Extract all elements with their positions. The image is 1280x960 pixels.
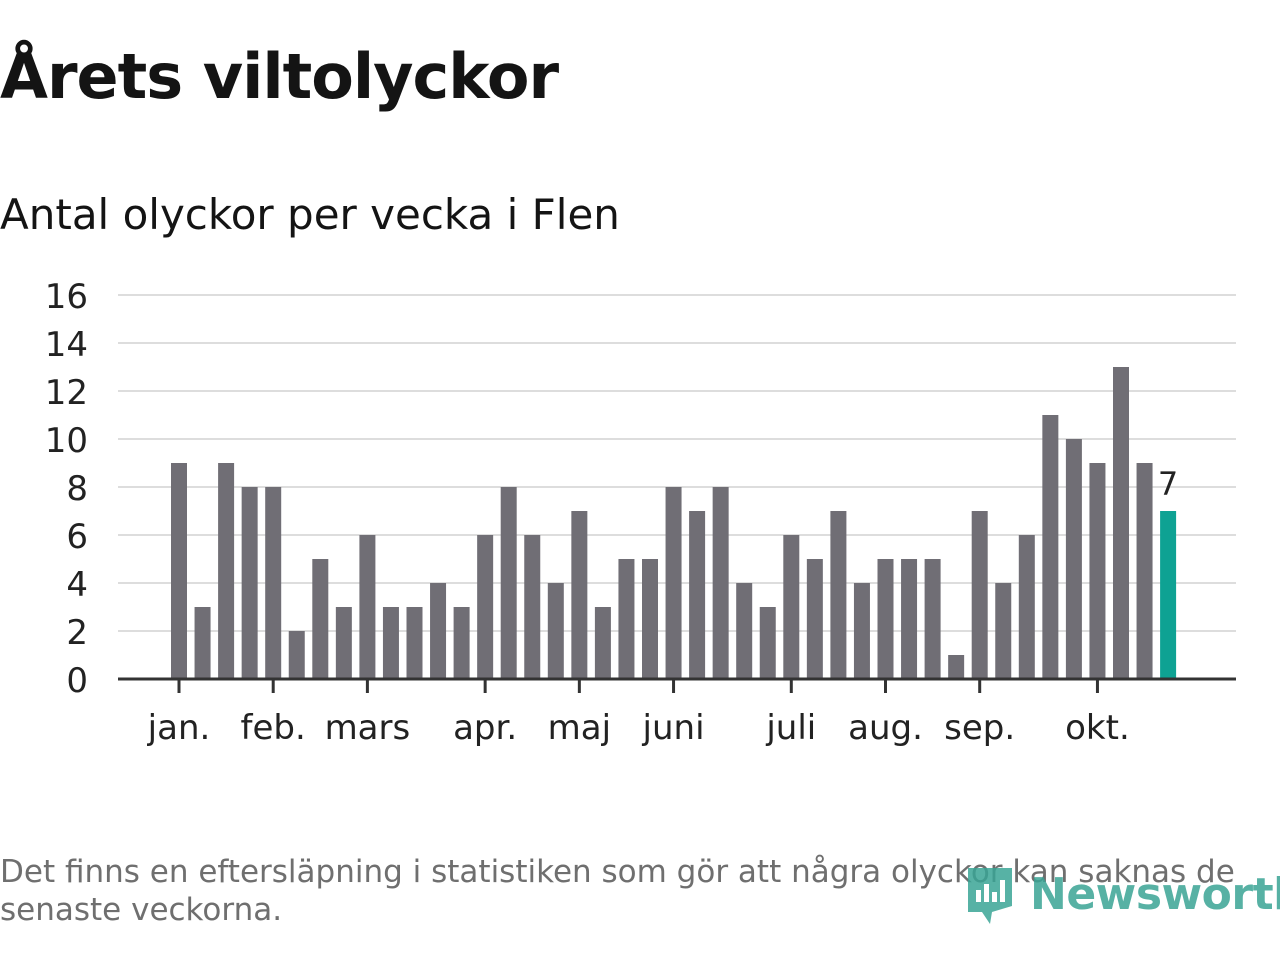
bar: [524, 535, 541, 679]
x-tick-label: aug.: [848, 708, 923, 748]
bar: [1042, 415, 1059, 679]
bar: [853, 583, 870, 679]
x-tick-label: mars: [325, 708, 411, 748]
bar: [194, 607, 211, 679]
bar: [948, 655, 965, 679]
bar: [406, 607, 423, 679]
bar: [877, 559, 894, 679]
chart-subtitle: Antal olyckor per vecka i Flen: [0, 190, 620, 239]
bar: [547, 583, 564, 679]
bar: [430, 583, 447, 679]
bar: [241, 487, 258, 679]
bar: [665, 487, 682, 679]
x-tick-label: sep.: [944, 708, 1015, 748]
x-tick-label: juli: [765, 708, 816, 748]
newsworthy-logo-text: Newsworthy: [1030, 868, 1280, 920]
bar: [1089, 463, 1106, 679]
bars: [171, 367, 1177, 679]
bar: [1113, 367, 1129, 679]
bar: [901, 559, 918, 679]
bar: [171, 463, 187, 679]
x-tick-label: okt.: [1065, 708, 1130, 748]
footnote: Det finns en eftersläpning i statistiken…: [0, 854, 1235, 928]
bar: [806, 559, 823, 679]
bar: [218, 463, 235, 679]
bar: [594, 607, 611, 679]
y-tick-label: 16: [45, 277, 88, 317]
chart-title: Årets viltolyckor: [0, 40, 559, 113]
bar: [759, 607, 776, 679]
y-tick-label: 14: [45, 325, 88, 365]
bar: [830, 511, 847, 679]
x-tick-label: maj: [548, 708, 611, 748]
y-tick-label: 10: [45, 421, 88, 461]
bar: [382, 607, 399, 679]
bar: [712, 487, 729, 679]
y-tick-label: 4: [66, 565, 88, 605]
bar: [335, 607, 352, 679]
bar: [288, 631, 305, 679]
x-tick-label: feb.: [241, 708, 306, 748]
bar: [783, 535, 800, 679]
bar: [500, 487, 517, 679]
bar: [924, 559, 941, 679]
y-tick-label: 2: [66, 613, 88, 653]
bar: [1018, 535, 1035, 679]
bar: [312, 559, 329, 679]
bar: [571, 511, 588, 679]
newsworthy-logo: Newsworthy: [964, 862, 1280, 926]
x-tick-label: apr.: [453, 708, 517, 748]
y-tick-label: 6: [66, 517, 88, 557]
bar-highlight: [1160, 511, 1177, 679]
bar: [618, 559, 635, 679]
bar: [736, 583, 753, 679]
bar: [265, 487, 282, 679]
bar: [642, 559, 658, 679]
y-tick-label: 8: [66, 469, 88, 509]
highlight-value-label: 7: [1158, 465, 1178, 503]
bar: [359, 535, 376, 679]
bar: [453, 607, 470, 679]
bar-chart: 0 2 4 6 8 10 12 14 16 jan. feb. mars apr. maj juni jul…: [45, 277, 1236, 748]
x-tick-label: jan.: [147, 708, 211, 748]
bar: [1136, 463, 1153, 679]
bar: [971, 511, 988, 679]
bar: [995, 583, 1012, 679]
y-tick-label: 12: [45, 373, 88, 413]
bar: [477, 535, 494, 679]
bar: [1065, 439, 1082, 679]
x-axis: jan. feb. mars apr. maj juni juli aug. sep. okt.: [118, 677, 1236, 748]
newsworthy-logo-icon: [968, 868, 1012, 924]
y-axis: 0 2 4 6 8 10 12 14 16: [45, 277, 88, 701]
x-tick-label: juni: [642, 708, 705, 748]
y-tick-label: 0: [66, 661, 88, 701]
data-labels: 7: [1158, 465, 1178, 503]
bar: [689, 511, 706, 679]
